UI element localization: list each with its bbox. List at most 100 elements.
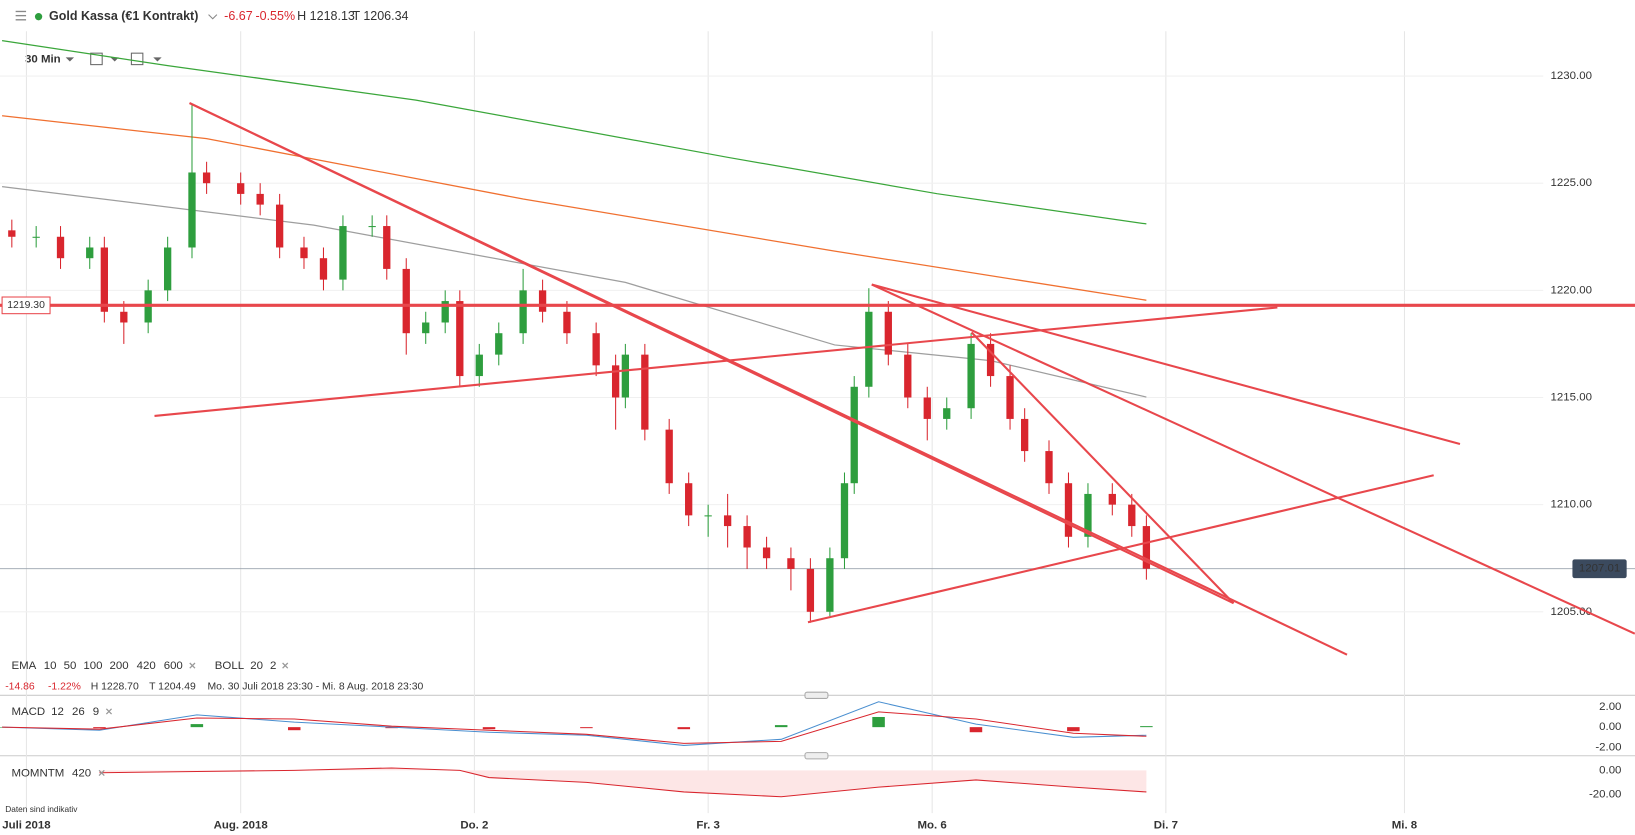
candle-body xyxy=(120,311,128,323)
date-range: Mo. 30 Juli 2018 23:30 - Mi. 8 Aug. 2018… xyxy=(208,682,424,693)
boll-param: 2 xyxy=(270,660,276,672)
y-tick-label: 1215.00 xyxy=(1551,392,1592,404)
y-tick-label: 2.00 xyxy=(1599,701,1621,713)
candle-body xyxy=(904,354,912,398)
candle-body xyxy=(1021,418,1029,452)
y-tick-label: 1205.00 xyxy=(1551,606,1592,618)
boll-label: BOLL xyxy=(215,660,244,672)
candle-body xyxy=(202,172,211,184)
candle-body xyxy=(32,236,40,238)
candle-body xyxy=(850,386,858,484)
candle-body xyxy=(441,301,449,323)
candle-body xyxy=(1142,526,1151,569)
instrument-title[interactable]: Gold Kassa (€1 Kontrakt) xyxy=(49,9,198,23)
candle-body xyxy=(339,226,347,280)
trendline xyxy=(871,283,1461,446)
y-tick-label: 1230.00 xyxy=(1551,70,1592,82)
signal-line xyxy=(2,711,1147,744)
candle-body xyxy=(884,311,892,355)
candle-body xyxy=(100,247,108,312)
boll-param: 20 xyxy=(250,660,263,672)
candle-body xyxy=(86,247,94,259)
ema-legend: 600 xyxy=(164,660,183,672)
histogram-bar xyxy=(872,716,885,728)
histogram-bar xyxy=(969,727,983,733)
trendline xyxy=(807,474,1434,624)
y-tick-label: -20.00 xyxy=(1589,788,1621,800)
candle-body xyxy=(986,343,995,377)
candle-body xyxy=(495,333,503,355)
price-tag xyxy=(1,296,51,315)
candle-body xyxy=(237,183,245,194)
histogram-bar xyxy=(482,727,496,730)
candle-body xyxy=(383,226,391,269)
resize-handle[interactable] xyxy=(804,752,829,760)
candle-body xyxy=(1006,376,1014,419)
candle-body xyxy=(967,343,975,409)
interval[interactable]: 30 Min xyxy=(25,53,61,65)
histogram-bar xyxy=(287,727,301,731)
change: -6.67 xyxy=(224,9,253,23)
footnote: Daten sind indikativ xyxy=(5,804,78,814)
histogram-bar xyxy=(1140,726,1153,728)
x-tick-label: Juli 2018 xyxy=(2,820,51,832)
macd-line xyxy=(2,701,1147,746)
candle-body xyxy=(1064,483,1073,537)
histogram-bar xyxy=(93,727,106,729)
candle-body xyxy=(621,354,630,398)
chart-type-icon[interactable] xyxy=(90,52,103,66)
candle-body xyxy=(611,365,620,398)
momentum-area xyxy=(99,767,1147,797)
ema-line xyxy=(2,185,1147,398)
y-tick-label: 1220.00 xyxy=(1551,284,1592,296)
menu-icon[interactable] xyxy=(15,10,27,21)
candle-body xyxy=(319,258,328,280)
low: T 1206.34 xyxy=(352,9,408,23)
momentum-label: MOMNTM xyxy=(11,768,64,780)
candle-body xyxy=(56,236,65,259)
plot-layer: Juli 2018 Aug. 2018 Do. 2 Fr. 3 Mo. 6 Di. 7 Mi… xyxy=(0,31,1635,832)
candle-body xyxy=(723,515,732,527)
candle-body xyxy=(665,429,673,484)
price-tag-label: 1219.30 xyxy=(7,300,45,311)
ema-label: EMA xyxy=(11,660,36,672)
trendline xyxy=(970,331,1235,604)
candle-body xyxy=(743,526,751,548)
candle-body xyxy=(1128,504,1136,527)
candle-body xyxy=(275,204,284,248)
histogram-bar xyxy=(677,727,691,730)
dropdown-caret[interactable] xyxy=(65,57,75,62)
candle-body xyxy=(592,333,600,366)
macd-param: 9 xyxy=(93,706,99,718)
x-tick-label: Mo. 6 xyxy=(917,820,946,832)
candle-body xyxy=(402,268,410,334)
high: H 1218.13 xyxy=(297,9,355,23)
candle-body xyxy=(8,230,16,237)
candle-body xyxy=(563,311,571,334)
dropdown-caret[interactable] xyxy=(208,14,218,20)
candle-body xyxy=(256,193,264,205)
change-pct: -0.55% xyxy=(255,9,295,23)
range-change-pct: -1.22% xyxy=(48,682,81,693)
remove-icons[interactable] xyxy=(98,662,289,777)
candle-body xyxy=(806,568,815,612)
y-tick-label: 1225.00 xyxy=(1551,177,1592,189)
range-high: H 1228.70 xyxy=(91,682,139,693)
ema-legend: 10 xyxy=(44,660,57,672)
momentum-param: 420 xyxy=(72,768,91,780)
histogram-bar xyxy=(385,727,398,729)
resize-handle[interactable] xyxy=(804,691,829,699)
candle-body xyxy=(368,226,376,228)
candle-body xyxy=(826,558,834,612)
candle-body xyxy=(456,301,464,377)
x-tick-label: Aug. 2018 xyxy=(214,820,269,832)
dropdown-caret[interactable] xyxy=(153,57,162,62)
ema-legend: 50 xyxy=(64,660,77,672)
candle-body xyxy=(1084,493,1092,537)
tools-icon[interactable] xyxy=(130,52,144,66)
status-dot xyxy=(34,13,43,21)
trendline xyxy=(189,102,1235,605)
ema-line xyxy=(2,115,1147,301)
